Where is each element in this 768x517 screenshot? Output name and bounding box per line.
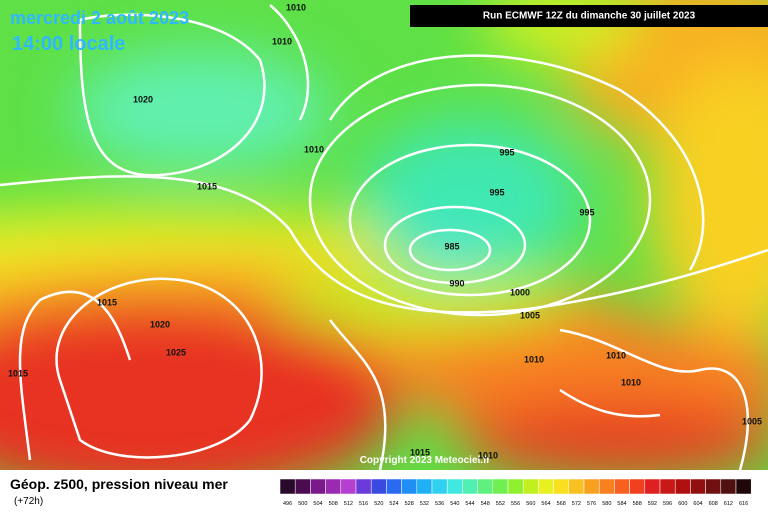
isobar-label: 990 bbox=[449, 278, 464, 288]
scale-swatch bbox=[416, 478, 433, 495]
scale-swatch bbox=[431, 478, 448, 495]
scale-swatch bbox=[720, 478, 737, 495]
scale-swatch bbox=[659, 478, 676, 495]
scale-swatch bbox=[294, 478, 311, 495]
scale-label: 588 bbox=[633, 501, 642, 507]
scale-swatch bbox=[522, 478, 539, 495]
isobar-label: 1010 bbox=[478, 450, 498, 460]
scale-label: 576 bbox=[587, 501, 596, 507]
scale-swatch bbox=[279, 478, 296, 495]
scale-label: 548 bbox=[481, 501, 490, 507]
scale-label: 584 bbox=[617, 501, 626, 507]
scale-label: 612 bbox=[724, 501, 733, 507]
scale-swatch bbox=[401, 478, 418, 495]
run-banner bbox=[410, 5, 768, 27]
scale-swatch bbox=[325, 478, 342, 495]
scale-swatch bbox=[644, 478, 661, 495]
isobar-label: 1015 bbox=[197, 181, 217, 191]
scale-label: 564 bbox=[541, 501, 550, 507]
isobar-label: 1005 bbox=[742, 416, 762, 426]
isobar-label: 995 bbox=[579, 207, 594, 217]
scale-label: 532 bbox=[420, 501, 429, 507]
lead-time: (+72h) bbox=[14, 496, 43, 507]
scale-label: 512 bbox=[344, 501, 353, 507]
scale-swatch bbox=[446, 478, 463, 495]
isobar-label: 1025 bbox=[166, 347, 186, 357]
isobar-label: 1010 bbox=[304, 144, 324, 154]
scale-swatch bbox=[340, 478, 357, 495]
scale-swatch bbox=[598, 478, 615, 495]
scale-swatch bbox=[507, 478, 524, 495]
scale-swatch bbox=[705, 478, 722, 495]
scale-label: 508 bbox=[329, 501, 338, 507]
legend-title: Géop. z500, pression niveau mer bbox=[10, 476, 228, 492]
isobar-label: 1000 bbox=[510, 287, 530, 297]
date: mercredi 2 août 2023 bbox=[10, 8, 189, 28]
scale-label: 600 bbox=[678, 501, 687, 507]
scale-label: 520 bbox=[374, 501, 383, 507]
scale-swatch bbox=[310, 478, 326, 495]
scale-label: 528 bbox=[405, 501, 414, 507]
scale-swatch bbox=[370, 478, 387, 495]
isobar-label: 1010 bbox=[606, 350, 626, 360]
time: 14:00 locale bbox=[12, 33, 125, 55]
field bbox=[0, 0, 768, 470]
scale-label: 516 bbox=[359, 501, 368, 507]
scale-label: 540 bbox=[450, 501, 459, 507]
scale-swatch bbox=[568, 478, 585, 495]
scale-label: 616 bbox=[739, 501, 748, 507]
scale-label: 500 bbox=[298, 501, 307, 507]
scale-label: 556 bbox=[511, 501, 520, 507]
scale-label: 596 bbox=[663, 501, 672, 507]
scale-swatch bbox=[462, 478, 478, 495]
scale-label: 604 bbox=[693, 501, 702, 507]
scale-swatch bbox=[355, 478, 372, 495]
run-info: Run ECMWF 12Z du dimanche 30 juillet 202… bbox=[483, 11, 696, 22]
scale-label: 592 bbox=[648, 501, 657, 507]
copyright: Copyright 2023 Meteociel.fr bbox=[360, 455, 491, 466]
isobar-label: 995 bbox=[499, 147, 514, 157]
scale-label: 608 bbox=[709, 501, 718, 507]
isobar-label: 985 bbox=[444, 241, 459, 251]
scale-label: 504 bbox=[313, 501, 322, 507]
isobar-label: 1010 bbox=[524, 354, 544, 364]
isobar-label: 1020 bbox=[133, 94, 153, 104]
isobar-label: 1015 bbox=[410, 447, 430, 457]
scale-label: 536 bbox=[435, 501, 444, 507]
scale-label: 544 bbox=[465, 501, 474, 507]
isobar-label: 1010 bbox=[621, 377, 641, 387]
isobar-label: 995 bbox=[489, 187, 504, 197]
isobar-label: 1015 bbox=[8, 368, 28, 378]
scale-swatch bbox=[492, 478, 509, 495]
scale-swatch bbox=[553, 478, 570, 495]
scale-swatch bbox=[477, 478, 494, 495]
isobar-label: 1015 bbox=[97, 297, 117, 307]
isobars bbox=[0, 4, 768, 470]
isobar-label: 1010 bbox=[272, 36, 292, 46]
scale-swatch bbox=[735, 478, 752, 495]
isobar-label: 1020 bbox=[150, 319, 170, 329]
scale-label: 572 bbox=[572, 501, 581, 507]
scale-label: 568 bbox=[557, 501, 566, 507]
scale-swatch bbox=[386, 478, 402, 495]
scale-swatch bbox=[690, 478, 706, 495]
scale-swatch bbox=[629, 478, 646, 495]
isobar-label: 1010 bbox=[286, 2, 306, 12]
scale-swatch bbox=[614, 478, 630, 495]
scale-swatch bbox=[583, 478, 600, 495]
scale-swatch bbox=[538, 478, 554, 495]
scale-label: 580 bbox=[602, 501, 611, 507]
scale-label: 552 bbox=[496, 501, 505, 507]
scale-swatch bbox=[674, 478, 691, 495]
scale-label: 560 bbox=[526, 501, 535, 507]
scale-label: 496 bbox=[283, 501, 292, 507]
scale-label: 524 bbox=[389, 501, 398, 507]
isobar-label: 1005 bbox=[520, 310, 540, 320]
